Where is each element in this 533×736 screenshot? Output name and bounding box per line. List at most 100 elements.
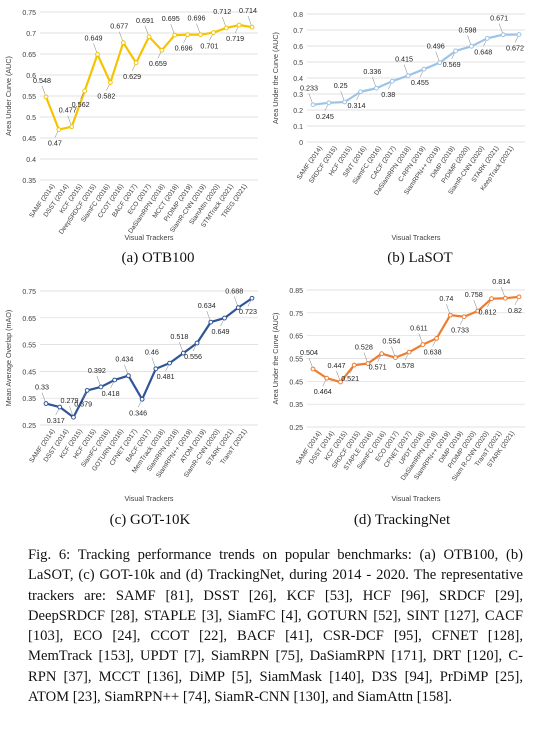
data-point — [516, 294, 522, 300]
data-point — [249, 24, 255, 30]
y-tick-label: 0.6 — [293, 44, 303, 51]
y-tick-label: 0.75 — [22, 10, 36, 17]
data-label: 0.518 — [170, 332, 188, 341]
data-label: 0.47 — [48, 139, 62, 148]
y-tick-label: 0.6 — [26, 73, 36, 80]
y-tick-label: 0.45 — [22, 369, 36, 376]
y-tick-label: 0.4 — [26, 157, 36, 164]
data-label: 0.649 — [212, 327, 230, 336]
data-point — [365, 361, 371, 366]
y-tick-label: 0.35 — [22, 396, 36, 403]
data-label: 0.696 — [188, 14, 206, 23]
x-axis-label: Visual Trackers — [392, 233, 441, 242]
data-label: 0.496 — [427, 42, 445, 51]
chart-lasot: 0 0.1 0.2 0.3 0.4 0.5 0.6 0.7 0.8 Area Under the … — [267, 0, 533, 245]
data-label: 0.455 — [411, 78, 429, 87]
data-label: 0.733 — [451, 326, 469, 335]
subcaption-trackingnet: (d) TrackingNet — [353, 512, 451, 528]
data-point — [222, 315, 227, 321]
data-label: 0.245 — [316, 112, 334, 121]
data-label: 0.521 — [341, 374, 359, 383]
data-point — [153, 366, 159, 372]
data-label: 0.671 — [490, 14, 508, 23]
chart-otb100-svg: 0.35 0.4 0.45 0.5 0.55 0.6 0.65 0.7 0.75 Area Und… — [4, 6, 258, 242]
data-point — [82, 88, 88, 94]
data-label: 0.418 — [102, 389, 120, 398]
data-point — [437, 60, 443, 66]
data-label: 0.719 — [226, 34, 244, 43]
data-label: 0.447 — [327, 361, 345, 370]
y-tick-label: 0.7 — [293, 28, 303, 35]
data-point — [389, 78, 395, 84]
data-label: 0.569 — [443, 60, 461, 69]
data-label: 0.562 — [72, 100, 90, 109]
data-label: 0.634 — [198, 301, 216, 310]
data-point — [107, 80, 113, 85]
data-label: 0.25 — [334, 81, 348, 90]
data-point — [351, 362, 357, 368]
data-point — [194, 340, 200, 346]
data-label: 0.677 — [110, 22, 128, 31]
data-point — [125, 373, 131, 379]
data-label: 0.758 — [465, 290, 483, 299]
data-point — [185, 32, 191, 38]
data-point — [57, 404, 63, 410]
y-tick-label: 0.45 — [22, 136, 36, 143]
chart-lasot-svg: 0 0.1 0.2 0.3 0.4 0.5 0.6 0.7 0.8 Area Under the … — [271, 12, 525, 242]
data-point — [326, 100, 332, 106]
data-label: 0.688 — [225, 287, 243, 296]
data-point — [198, 32, 203, 38]
y-tick-label: 0.75 — [22, 289, 36, 296]
data-point — [500, 32, 506, 38]
data-label: 0.648 — [474, 47, 492, 56]
subcaption-lasot: (b) LaSOT — [387, 250, 453, 266]
data-label: 0.695 — [162, 14, 180, 23]
series-line — [312, 295, 520, 384]
y-tick-label: 0.55 — [289, 357, 303, 364]
y-tick-label: 0.3 — [293, 92, 303, 99]
data-point — [461, 314, 467, 320]
data-label: 0.812 — [479, 308, 497, 317]
data-label: 0.672 — [506, 43, 524, 52]
data-point — [112, 377, 118, 383]
y-tick-label: 0.5 — [26, 115, 36, 122]
y-tick-label: 0.75 — [289, 311, 303, 318]
y-tick-label: 0.25 — [289, 425, 303, 432]
data-label: 0.528 — [355, 343, 373, 352]
data-label: 0.598 — [458, 25, 476, 34]
data-label: 0.434 — [115, 355, 133, 364]
data-label: 0.814 — [492, 277, 510, 286]
data-point — [406, 349, 412, 355]
data-label: 0.38 — [381, 90, 395, 99]
data-point — [379, 351, 385, 357]
series-line — [44, 23, 253, 131]
chart-trackingnet-svg: 0.25 0.35 0.45 0.55 0.65 0.75 0.85 Area Under t… — [271, 277, 525, 503]
data-point — [159, 47, 165, 53]
data-point — [447, 312, 453, 318]
y-tick-label: 0.85 — [289, 288, 303, 295]
data-point — [43, 401, 49, 406]
data-point — [338, 379, 343, 385]
data-label: 0.74 — [439, 294, 453, 303]
data-point — [421, 66, 427, 72]
data-label: 0.415 — [395, 55, 413, 64]
chart-got10k-svg: 0.25 0.35 0.45 0.55 0.65 0.75 Mean Average Ove… — [4, 287, 258, 503]
data-point — [475, 308, 481, 314]
data-point — [249, 295, 255, 301]
data-label: 0.691 — [136, 16, 154, 25]
data-label: 0.33 — [35, 383, 49, 392]
y-axis-label: Area Under the Curve (AUC) — [271, 32, 280, 124]
data-point — [469, 43, 474, 49]
data-point — [208, 319, 214, 325]
data-point — [235, 305, 241, 311]
y-tick-label: 0.5 — [293, 60, 303, 67]
data-label: 0.629 — [123, 72, 141, 81]
data-point — [405, 73, 411, 78]
data-label: 0.611 — [410, 324, 427, 333]
data-label: 0.554 — [382, 337, 400, 346]
y-tick-label: 0.65 — [289, 334, 303, 341]
data-point — [98, 384, 104, 390]
chart-otb100: 0.35 0.4 0.45 0.5 0.55 0.6 0.65 0.7 0.75 Area Und… — [0, 0, 266, 245]
data-point — [434, 336, 440, 341]
data-point — [133, 60, 139, 66]
